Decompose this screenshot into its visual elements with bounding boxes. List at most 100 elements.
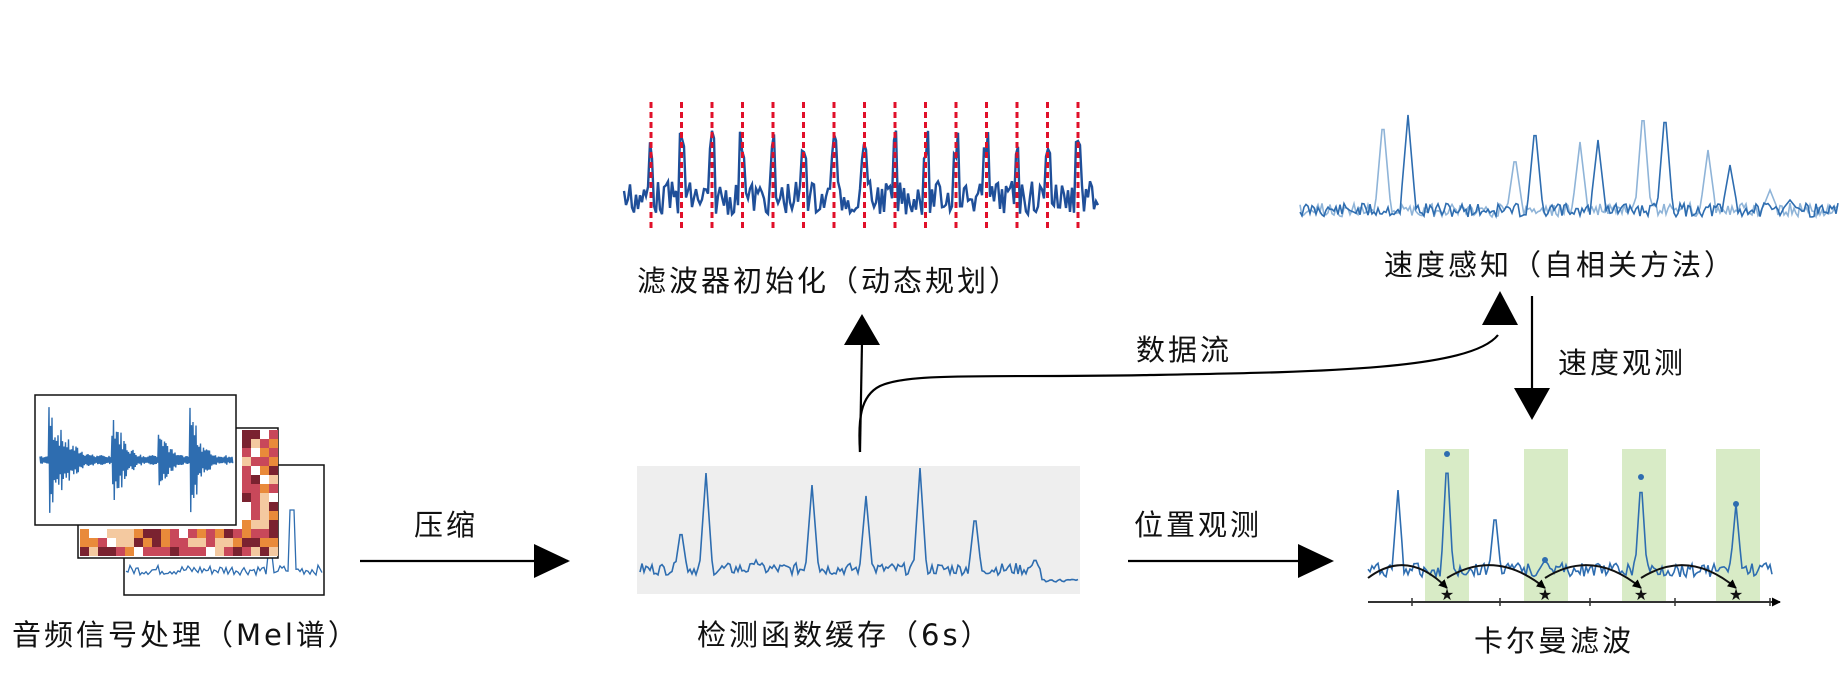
heat-cell (251, 484, 260, 493)
tempo-perception-label: 速度感知（自相关方法） (1384, 248, 1737, 282)
heat-cell (260, 457, 269, 466)
kalman-label: 卡尔曼滤波 (1474, 624, 1635, 658)
heat-cell (269, 457, 278, 466)
heat-cell (80, 547, 89, 556)
heat-cell (206, 547, 215, 556)
autocorr-curve-light (1299, 119, 1839, 220)
heat-cell (260, 448, 269, 457)
heat-cell (116, 538, 125, 547)
detection-function-curve (639, 467, 1079, 583)
heat-cell (260, 466, 269, 475)
audio-processing-stack (34, 394, 325, 596)
heat-cell (260, 493, 269, 502)
heat-cell (269, 538, 278, 547)
star-icon: ★ (1538, 585, 1552, 604)
heat-cell (188, 538, 197, 547)
heat-cell (269, 439, 278, 448)
heat-cell (251, 547, 260, 556)
heat-cell (224, 529, 233, 538)
prediction-arc (1544, 564, 1642, 589)
prediction-arcs (1367, 564, 1737, 589)
audio-waveform (39, 407, 234, 513)
heat-cell (161, 529, 170, 538)
onset-signal-curve (622, 130, 1100, 218)
heat-cell (188, 529, 197, 538)
heat-cell (98, 547, 107, 556)
tempo-obs-label: 速度观测 (1558, 346, 1687, 380)
heat-cell (116, 547, 125, 556)
init-arrow (858, 341, 864, 453)
heat-cell (260, 475, 269, 484)
heat-cell (197, 529, 206, 538)
heat-cell (134, 529, 143, 538)
heat-cell (242, 511, 251, 520)
heat-cell (215, 529, 224, 538)
heat-cell (242, 430, 251, 439)
heat-cell (260, 484, 269, 493)
heat-cell (242, 520, 251, 529)
heat-cell (170, 529, 179, 538)
heat-cell (251, 493, 260, 502)
heat-cell (269, 502, 278, 511)
peak-point (1733, 501, 1739, 507)
prediction-arc (1640, 564, 1737, 589)
heat-cell (269, 520, 278, 529)
heat-cell (260, 529, 269, 538)
heat-cell (242, 538, 251, 547)
arrow-icon (534, 544, 570, 578)
heat-cell (242, 475, 251, 484)
heat-cell (251, 511, 260, 520)
heat-cell (269, 430, 278, 439)
heat-cell (80, 538, 89, 547)
heat-cell (224, 538, 233, 547)
heat-cell (251, 529, 260, 538)
heat-cell (233, 538, 242, 547)
heat-cell (269, 529, 278, 538)
data-flow-arrow (858, 334, 1499, 453)
heat-cell (233, 529, 242, 538)
heat-cell (161, 538, 170, 547)
heat-cell (125, 529, 134, 538)
star-icon: ★ (1440, 585, 1454, 604)
heat-cell (134, 547, 143, 556)
heat-cell (107, 538, 116, 547)
detection-curve-small (125, 509, 323, 577)
heat-cell (269, 466, 278, 475)
heat-cell (80, 529, 89, 538)
heat-cell (116, 529, 125, 538)
heat-cell (260, 520, 269, 529)
waveform-panel-front (34, 394, 237, 526)
heat-cell (242, 439, 251, 448)
kalman-signal-curve (1367, 472, 1773, 580)
data-flow-label: 数据流 (1136, 333, 1233, 367)
heat-cell (260, 511, 269, 520)
heat-cell (143, 538, 152, 547)
prediction-arc (1446, 564, 1546, 589)
position-obs-label: 位置观测 (1134, 508, 1263, 542)
beat-window (1425, 449, 1469, 602)
heat-cell (260, 439, 269, 448)
audio-processing-label: 音频信号处理（Mel谱） (12, 618, 360, 652)
tempo-autocorr-plot (1299, 114, 1839, 220)
heat-cell (251, 457, 260, 466)
heat-cell (98, 538, 107, 547)
peak-point (1542, 557, 1548, 563)
prediction-arc (1367, 564, 1448, 589)
heat-cell (89, 547, 98, 556)
arrow-icon (1482, 291, 1518, 325)
heat-cell (89, 538, 98, 547)
heat-cell (179, 547, 188, 556)
heat-cell (89, 529, 98, 538)
filter-init-label: 滤波器初始化（动态规划） (637, 264, 1022, 298)
heat-cell (260, 430, 269, 439)
peak-point (1638, 474, 1644, 480)
heat-cell (269, 547, 278, 556)
heat-cell (269, 484, 278, 493)
heat-cell (152, 547, 161, 556)
heat-cell (260, 538, 269, 547)
heat-cell (269, 475, 278, 484)
peak-points (1444, 451, 1739, 563)
arrow-icon (844, 314, 880, 345)
heat-cell (242, 529, 251, 538)
